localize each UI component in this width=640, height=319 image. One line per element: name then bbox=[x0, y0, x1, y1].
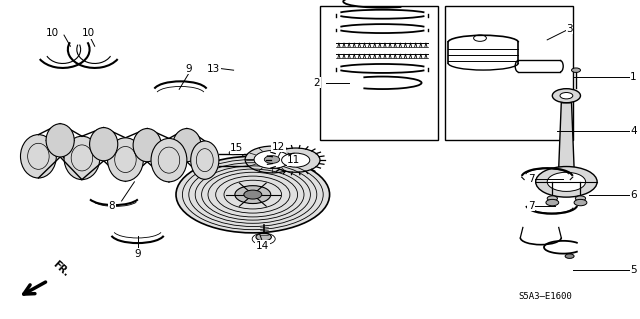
Text: 3: 3 bbox=[566, 24, 573, 34]
Bar bbox=[445, 6, 573, 140]
Circle shape bbox=[254, 151, 290, 168]
Ellipse shape bbox=[20, 135, 56, 178]
Text: 5: 5 bbox=[630, 264, 637, 275]
Text: 10: 10 bbox=[82, 28, 95, 39]
Text: 2: 2 bbox=[314, 78, 320, 88]
Circle shape bbox=[282, 153, 310, 167]
Circle shape bbox=[575, 196, 586, 201]
Ellipse shape bbox=[191, 141, 219, 179]
Ellipse shape bbox=[64, 136, 100, 180]
Ellipse shape bbox=[90, 128, 118, 161]
Circle shape bbox=[574, 199, 587, 206]
Circle shape bbox=[547, 172, 586, 191]
Circle shape bbox=[560, 93, 573, 99]
Bar bbox=[320, 6, 438, 140]
Circle shape bbox=[547, 196, 557, 201]
Circle shape bbox=[264, 156, 280, 163]
Circle shape bbox=[235, 186, 271, 204]
Text: 6: 6 bbox=[630, 189, 637, 200]
Ellipse shape bbox=[151, 138, 187, 182]
Text: 10: 10 bbox=[46, 28, 59, 39]
Circle shape bbox=[572, 68, 580, 72]
Polygon shape bbox=[559, 103, 574, 167]
Circle shape bbox=[536, 167, 597, 197]
Ellipse shape bbox=[173, 129, 201, 162]
Text: 14: 14 bbox=[256, 241, 269, 251]
Circle shape bbox=[565, 254, 574, 258]
Circle shape bbox=[244, 190, 262, 199]
Ellipse shape bbox=[46, 124, 74, 157]
Text: 12: 12 bbox=[272, 142, 285, 152]
Text: 11: 11 bbox=[287, 155, 300, 165]
Circle shape bbox=[271, 148, 320, 172]
Text: 9: 9 bbox=[186, 63, 192, 74]
Text: 13: 13 bbox=[207, 63, 220, 74]
Text: 8: 8 bbox=[109, 201, 115, 211]
Ellipse shape bbox=[108, 138, 143, 181]
Ellipse shape bbox=[133, 129, 161, 162]
Text: 1: 1 bbox=[630, 71, 637, 82]
Circle shape bbox=[229, 151, 237, 155]
Circle shape bbox=[245, 146, 299, 173]
Text: S5A3–E1600: S5A3–E1600 bbox=[518, 293, 572, 301]
Circle shape bbox=[176, 156, 330, 233]
Text: 7: 7 bbox=[528, 201, 534, 211]
Circle shape bbox=[546, 199, 559, 206]
Text: 15: 15 bbox=[230, 143, 243, 153]
Circle shape bbox=[552, 89, 580, 103]
Text: 9: 9 bbox=[134, 249, 141, 259]
Text: 7: 7 bbox=[528, 174, 534, 184]
Text: FR.: FR. bbox=[51, 259, 71, 278]
Circle shape bbox=[256, 233, 271, 241]
Text: 4: 4 bbox=[630, 126, 637, 136]
